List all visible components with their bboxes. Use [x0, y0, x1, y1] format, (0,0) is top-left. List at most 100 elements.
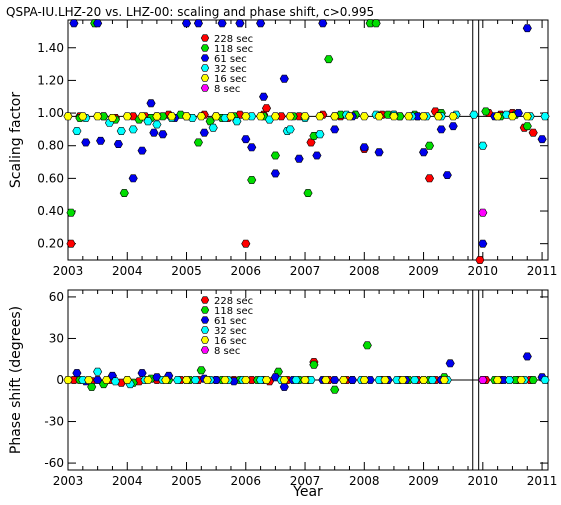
scaling-point-61-sec	[359, 143, 369, 152]
scaling-point-228-sec	[424, 174, 435, 183]
scaling-point-16-sec	[167, 112, 177, 121]
phase-point-32-sec	[410, 376, 420, 384]
phase-points	[63, 341, 550, 394]
scaling-point-16-sec	[522, 112, 532, 121]
scaling-point-16-sec	[493, 112, 503, 121]
scaling-point-16-sec	[78, 112, 88, 121]
scaling-y-tick-label: 0.20	[37, 237, 64, 251]
phase-y-axis-label: Phase shift (degrees)	[8, 306, 24, 454]
scaling-point-16-sec	[507, 112, 517, 121]
scaling-point-16-sec	[137, 112, 147, 121]
phase-legend-marker	[200, 336, 210, 344]
scaling-point-16-sec	[315, 112, 325, 121]
scaling-point-32-sec	[208, 123, 218, 132]
phase-legend-marker	[200, 326, 210, 334]
scaling-point-32-sec	[116, 127, 126, 135]
scaling-point-118-sec	[365, 19, 375, 28]
phase-point-16-sec	[516, 376, 526, 384]
phase-x-tick-label: 2010	[468, 474, 499, 488]
scaling-point-61-sec	[448, 122, 458, 131]
scaling-point-32-sec	[128, 125, 138, 134]
scaling-point-61-sec	[181, 19, 192, 28]
scaling-point-16-sec	[122, 112, 132, 121]
scaling-point-61-sec	[537, 135, 547, 144]
scaling-points	[63, 19, 550, 264]
scaling-point-61-sec	[81, 138, 91, 147]
phase-legend-label: 228 sec	[214, 296, 253, 307]
phase-point-61-sec	[137, 369, 147, 378]
phase-series-61-sec	[72, 352, 547, 391]
scaling-y-tick-label: 1.40	[37, 41, 64, 55]
phase-x-tick-label: 2005	[171, 474, 202, 488]
phase-point-16-sec	[84, 376, 94, 384]
phase-point-32-sec	[190, 376, 200, 384]
scaling-point-61-sec	[419, 148, 429, 157]
scaling-point-61-sec	[137, 146, 147, 155]
scaling-point-16-sec	[285, 112, 295, 121]
scaling-point-61-sec	[436, 125, 446, 134]
scaling-point-61-sec	[217, 19, 227, 28]
scaling-point-61-sec	[128, 174, 138, 183]
scaling-point-16-sec	[404, 112, 414, 121]
phase-point-61-sec	[93, 376, 103, 384]
scaling-point-118-sec	[522, 122, 532, 131]
phase-point-32-sec	[540, 376, 550, 384]
scaling-series-61-sec	[69, 19, 547, 248]
phase-y-tick-label: 30	[49, 331, 64, 345]
phase-point-16-sec	[398, 376, 408, 384]
phase-point-16-sec	[161, 376, 171, 384]
scaling-x-tick-label: 2006	[231, 264, 262, 278]
phase-point-16-sec	[359, 376, 369, 384]
scaling-point-228-sec	[66, 239, 76, 248]
scaling-point-61-sec	[199, 128, 209, 137]
scaling-y-tick-label: 1.00	[37, 106, 64, 120]
scaling-legend-label: 32 sec	[214, 64, 247, 75]
scaling-x-tick-label: 2007	[290, 264, 321, 278]
scaling-series-228-sec	[66, 104, 538, 264]
scaling-x-tick-label: 2004	[112, 264, 143, 278]
scaling-point-16-sec	[359, 112, 369, 121]
phase-point-16-sec	[279, 376, 289, 384]
phase-point-16-sec	[261, 376, 272, 384]
scaling-legend-marker	[200, 34, 210, 42]
phase-legend-label: 118 sec	[214, 306, 253, 317]
scaling-y-tick-label: 0.60	[37, 171, 64, 185]
scaling-point-16-sec	[63, 112, 73, 121]
phase-point-118-sec	[362, 341, 372, 350]
phase-y-tick-label: 60	[49, 290, 64, 304]
phase-y-tick-label: -30	[44, 415, 64, 429]
scaling-point-32-sec	[478, 141, 488, 150]
phase-point-16-sec	[339, 376, 349, 384]
scaling-legend-label: 8 sec	[214, 84, 240, 95]
scaling-point-16-sec	[226, 112, 236, 121]
phase-x-tick-label: 2007	[290, 474, 321, 488]
phase-y-tick-label: -60	[44, 456, 64, 470]
phase-point-32-sec	[93, 367, 103, 376]
scaling-point-228-sec	[528, 128, 538, 137]
scaling-legend-marker	[200, 44, 210, 52]
phase-x-tick-label: 2009	[408, 474, 439, 488]
scaling-point-16-sec	[389, 112, 399, 121]
scaling-y-tick-label: 1.20	[37, 73, 64, 87]
scaling-point-118-sec	[303, 189, 313, 197]
scaling-point-32-sec	[232, 117, 242, 126]
scaling-point-16-sec	[196, 112, 206, 121]
scaling-plot-frame	[67, 19, 549, 261]
scaling-point-32-sec	[72, 127, 82, 135]
phase-series-16-sec	[63, 376, 526, 384]
scaling-legend-marker	[200, 74, 210, 82]
scaling-point-16-sec	[419, 112, 429, 121]
scaling-point-16-sec	[433, 112, 443, 121]
phase-point-16-sec	[493, 376, 503, 384]
scaling-x-tick-label: 2010	[468, 264, 499, 278]
scaling-point-61-sec	[193, 19, 203, 28]
phase-point-16-sec	[419, 376, 429, 384]
scaling-y-tick-label: 0.80	[37, 139, 64, 153]
phase-point-32-sec	[78, 376, 88, 384]
phase-point-61-sec	[445, 359, 455, 368]
scaling-legend-label: 118 sec	[214, 44, 253, 55]
scaling-series-8-sec	[478, 208, 488, 217]
scaling-point-228-sec	[241, 239, 251, 248]
